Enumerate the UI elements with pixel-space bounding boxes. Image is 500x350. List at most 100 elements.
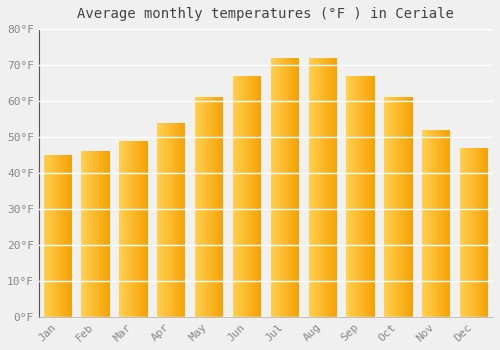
Bar [405, 97, 406, 317]
Bar [100, 151, 102, 317]
Bar [362, 76, 363, 317]
Bar [410, 97, 411, 317]
Bar [480, 148, 481, 317]
Bar [159, 122, 160, 317]
Bar [445, 130, 446, 317]
Bar [134, 141, 135, 317]
Bar [440, 130, 441, 317]
Bar [207, 97, 208, 317]
Bar [296, 58, 297, 317]
Bar [398, 97, 399, 317]
Bar [102, 151, 103, 317]
Bar [386, 97, 387, 317]
Bar [283, 58, 284, 317]
Bar [442, 130, 443, 317]
Bar [46, 155, 47, 317]
Bar [96, 151, 98, 317]
Bar [352, 76, 353, 317]
Bar [160, 122, 161, 317]
Bar [394, 97, 395, 317]
Bar [484, 148, 485, 317]
Bar [373, 76, 374, 317]
Bar [90, 151, 91, 317]
Bar [52, 155, 53, 317]
Bar [287, 58, 288, 317]
Bar [57, 155, 58, 317]
Bar [51, 155, 52, 317]
Bar [210, 97, 211, 317]
Bar [273, 58, 274, 317]
Bar [479, 148, 480, 317]
Bar [239, 76, 240, 317]
Bar [329, 58, 330, 317]
Bar [385, 97, 386, 317]
Bar [108, 151, 109, 317]
Bar [408, 97, 409, 317]
Bar [200, 97, 201, 317]
Bar [446, 130, 447, 317]
Bar [179, 122, 180, 317]
Bar [389, 97, 390, 317]
Bar [330, 58, 331, 317]
Bar [130, 141, 131, 317]
Bar [439, 130, 440, 317]
Bar [56, 155, 57, 317]
Bar [201, 97, 202, 317]
Bar [87, 151, 88, 317]
Bar [411, 97, 412, 317]
Bar [214, 97, 215, 317]
Bar [136, 141, 137, 317]
Bar [109, 151, 110, 317]
Bar [246, 76, 247, 317]
Bar [202, 97, 203, 317]
Bar [236, 76, 237, 317]
Bar [135, 141, 136, 317]
Bar [363, 76, 364, 317]
Bar [91, 151, 92, 317]
Bar [208, 97, 209, 317]
Bar [372, 76, 373, 317]
Bar [125, 141, 126, 317]
Bar [65, 155, 66, 317]
Bar [143, 141, 144, 317]
Bar [473, 148, 474, 317]
Bar [161, 122, 162, 317]
Bar [368, 76, 369, 317]
Bar [174, 122, 176, 317]
Bar [392, 97, 394, 317]
Bar [428, 130, 429, 317]
Bar [449, 130, 450, 317]
Bar [183, 122, 184, 317]
Bar [310, 58, 311, 317]
Bar [272, 58, 273, 317]
Bar [485, 148, 486, 317]
Bar [172, 122, 173, 317]
Bar [212, 97, 213, 317]
Bar [60, 155, 61, 317]
Bar [321, 58, 322, 317]
Bar [403, 97, 404, 317]
Bar [350, 76, 351, 317]
Bar [55, 155, 56, 317]
Bar [404, 97, 405, 317]
Bar [335, 58, 336, 317]
Bar [409, 97, 410, 317]
Bar [422, 130, 423, 317]
Bar [333, 58, 334, 317]
Bar [427, 130, 428, 317]
Bar [85, 151, 86, 317]
Bar [435, 130, 436, 317]
Bar [140, 141, 141, 317]
Bar [163, 122, 164, 317]
Bar [332, 58, 333, 317]
Bar [204, 97, 205, 317]
Bar [367, 76, 368, 317]
Bar [234, 76, 235, 317]
Bar [131, 141, 132, 317]
Bar [89, 151, 90, 317]
Bar [244, 76, 246, 317]
Bar [290, 58, 291, 317]
Bar [349, 76, 350, 317]
Bar [326, 58, 328, 317]
Bar [247, 76, 248, 317]
